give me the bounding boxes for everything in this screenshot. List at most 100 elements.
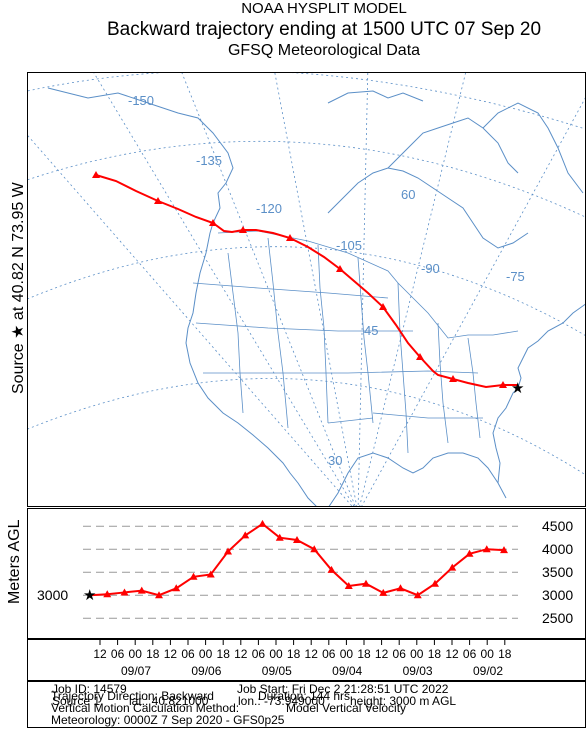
trajectory-marker	[336, 265, 344, 272]
state-border	[317, 244, 329, 424]
height-tick-label: 4000	[542, 541, 573, 557]
height-marker	[482, 545, 491, 553]
state-border	[192, 282, 389, 299]
height-marker	[137, 586, 146, 594]
meteorology: Meteorology: 0000Z 7 Sep 2020 - GFS0p25	[51, 713, 285, 727]
trajectory-marker	[499, 381, 507, 388]
time-tick-label: 18	[287, 647, 301, 661]
meteorology-title: GFSQ Meteorological Data	[227, 42, 421, 59]
trajectory-direction: Trajectory Direction: Backward	[51, 689, 214, 703]
job-start: Job Start: Fri Dec 2 21:28:51 UTC 2022	[237, 682, 449, 696]
height-marker	[155, 591, 163, 599]
coastline	[387, 117, 519, 174]
source-height-label: 3000	[37, 587, 68, 603]
height-marker	[120, 588, 129, 596]
duration: Duration: 144 hrs	[258, 689, 351, 703]
parallel-line	[28, 246, 585, 336]
meridian-line	[359, 73, 466, 506]
height-marker	[344, 582, 353, 589]
time-tick-label: 12	[375, 647, 389, 661]
longitude-label: -135	[196, 153, 222, 168]
meridian-line	[361, 97, 585, 506]
time-tick-label: 12	[445, 647, 459, 661]
date-label: 09/03	[403, 664, 433, 678]
time-tick-label: 12	[93, 647, 107, 661]
trajectory-map: -150 -135 -120 -105 -90 -75 60 45 30 ★	[27, 72, 586, 507]
state-border	[327, 417, 374, 424]
trajectory-marker	[92, 171, 100, 178]
parallel-line	[28, 73, 585, 130]
state-border	[437, 322, 449, 444]
border-canada-us	[217, 230, 519, 339]
map-svg: -150 -135 -120 -105 -90 -75 60 45 30 ★	[28, 73, 585, 506]
time-tick-label: 00	[340, 647, 354, 661]
longitude-label: -105	[336, 238, 362, 253]
date-label: 09/07	[121, 664, 151, 678]
state-border	[467, 337, 481, 439]
height-marker	[206, 570, 215, 578]
time-tick-label: 06	[393, 647, 407, 661]
time-tick-label: 12	[305, 647, 319, 661]
state-border	[227, 252, 244, 414]
trajectory-marker	[379, 303, 387, 310]
height-marker	[448, 563, 457, 571]
trajectory-path	[95, 174, 518, 389]
latitude-label: 60	[401, 187, 415, 202]
source-star-icon: ★	[83, 587, 96, 604]
height-marker	[172, 584, 181, 592]
height-marker	[396, 584, 405, 592]
height-marker	[189, 572, 198, 580]
source-number: Source 1	[52, 694, 101, 708]
state-border	[357, 257, 374, 424]
time-tick-label: 18	[498, 647, 512, 661]
coastline	[47, 87, 234, 234]
height-marker	[465, 549, 474, 557]
time-tick-label: 06	[463, 647, 477, 661]
trajectory-marker	[416, 353, 424, 360]
meridian-line	[274, 73, 358, 506]
longitude-label: -90	[421, 261, 440, 276]
height-marker	[362, 579, 370, 587]
coastline	[482, 102, 584, 194]
height-marker	[413, 591, 422, 599]
trajectory-marker	[209, 219, 217, 226]
vertical-model: Model Vertical Velocity	[286, 701, 407, 715]
vertical-profile-chart: 4500 4000 3500 3000 2500 ★ 3000	[27, 508, 586, 639]
time-tick-label: 18	[357, 647, 371, 661]
latitude-label: 30	[328, 453, 342, 468]
coastline	[492, 303, 585, 484]
time-tick-label: 00	[129, 647, 143, 661]
height-marker	[500, 546, 508, 554]
state-border	[195, 322, 413, 332]
source-star-icon: ★	[511, 380, 524, 397]
height-marker	[310, 545, 319, 553]
height-marker	[224, 547, 232, 555]
time-tick-label: 12	[164, 647, 178, 661]
time-axis-svg: 12 06 00 18 12 06 00 18 12 06 00 18 12 06 00 18 12 06 00 18…	[93, 640, 512, 678]
coastline	[185, 232, 317, 506]
height-marker	[258, 519, 267, 527]
state-border	[397, 282, 409, 454]
time-tick-label: 06	[111, 647, 125, 661]
job-info-panel: Job ID: 14579 Job Start: Fri Dec 2 21:28…	[27, 681, 586, 728]
time-axis: 12 06 00 18 12 06 00 18 12 06 00 18 12 06 00 18 12 06 00 18…	[27, 639, 586, 681]
coastline	[328, 452, 507, 506]
vertical-profile-svg: 4500 4000 3500 3000 2500 ★ 3000	[37, 518, 573, 626]
time-tick-label: 06	[322, 647, 336, 661]
height-tick-label: 3000	[542, 587, 573, 603]
state-border	[372, 412, 483, 419]
trajectory-marker	[286, 234, 294, 241]
date-label: 09/02	[473, 664, 503, 678]
trajectory-marker	[239, 226, 247, 233]
parallel-line	[28, 378, 585, 476]
time-tick-label: 06	[252, 647, 266, 661]
meridian-line	[28, 135, 353, 506]
height-marker	[431, 579, 439, 587]
state-border	[267, 237, 289, 429]
height-marker	[103, 590, 112, 598]
trajectory-marker	[449, 375, 457, 382]
longitude-label: -75	[506, 269, 525, 284]
time-tick-label: 18	[146, 647, 160, 661]
height-marker	[275, 533, 284, 541]
time-tick-label: 00	[199, 647, 213, 661]
